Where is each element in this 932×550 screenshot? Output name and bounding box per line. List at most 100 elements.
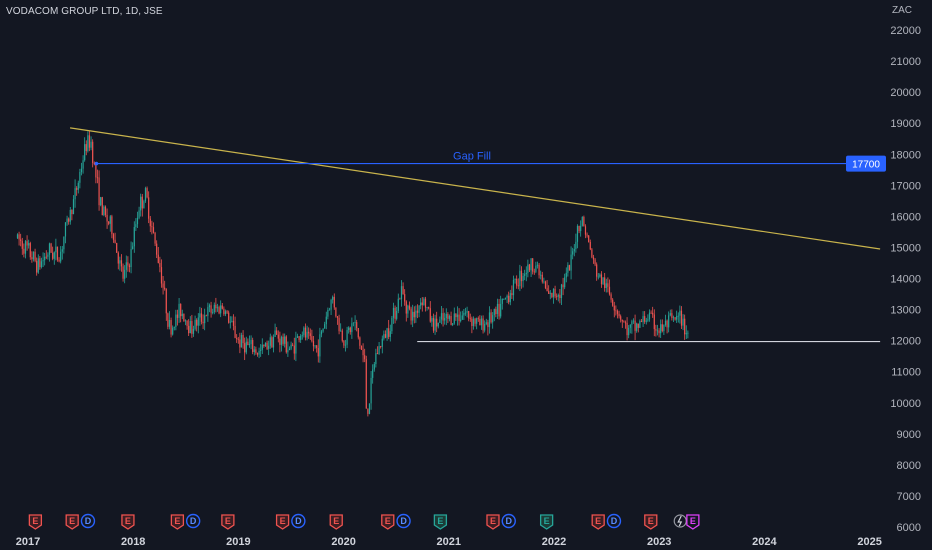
candle-body	[600, 274, 603, 285]
candle-body	[156, 243, 158, 255]
candle-body	[474, 318, 476, 324]
earnings-badge	[539, 514, 554, 530]
candle-body	[304, 327, 307, 338]
candle-body	[240, 335, 243, 348]
candle-body	[95, 164, 97, 178]
earnings-label: E	[690, 516, 696, 526]
candle-body	[124, 269, 126, 279]
candle-body	[23, 248, 25, 254]
candle-body	[272, 336, 275, 348]
candle-body	[607, 283, 609, 287]
dividend-event-icon: D	[396, 513, 411, 529]
candle-body	[578, 225, 580, 232]
candle-body	[376, 353, 379, 355]
earnings-event-icon: E	[65, 514, 79, 530]
y-tick-label: 12000	[890, 336, 921, 348]
candle-body	[344, 344, 347, 346]
candle-body	[621, 319, 623, 322]
candle-body	[528, 264, 531, 271]
candle-body	[207, 307, 209, 316]
candle-body	[567, 265, 569, 273]
candle-body	[536, 264, 539, 266]
candle-body	[375, 353, 377, 365]
dividend-label: D	[85, 516, 92, 526]
earnings-badge	[221, 514, 235, 530]
candle-body	[362, 349, 364, 356]
candle-body	[488, 312, 491, 328]
candle-body	[658, 330, 660, 334]
y-tick-label: 10000	[890, 398, 921, 410]
x-axis: 2017 2018 2019 2020 2021 2022 2023 2024 2025	[16, 536, 882, 548]
candle-body	[679, 310, 681, 316]
candle-body	[392, 307, 395, 318]
candle-body	[530, 258, 532, 271]
candle-body	[554, 288, 556, 297]
candle-body	[596, 264, 598, 277]
candle-body	[575, 241, 577, 249]
candle-body	[680, 310, 683, 326]
candle-body	[412, 311, 414, 321]
candle-body	[472, 318, 475, 327]
candle-body	[164, 287, 166, 290]
candle-body	[399, 298, 401, 300]
candle-body	[624, 322, 627, 324]
candle-body	[248, 344, 251, 346]
candle-body	[303, 327, 305, 336]
candle-body	[228, 312, 230, 323]
candle-body	[231, 320, 233, 322]
candle-body	[636, 323, 638, 331]
candle-body	[604, 277, 606, 288]
candle-body	[173, 326, 175, 328]
dividend-circle	[185, 513, 201, 529]
candles-layer	[16, 131, 689, 417]
candle-body	[469, 318, 471, 320]
candle-body	[298, 336, 300, 340]
candle-body	[132, 246, 134, 250]
earnings-badge	[28, 514, 43, 530]
candle-body	[562, 284, 564, 288]
candle-body	[301, 335, 303, 337]
candle-body	[642, 316, 644, 322]
candle-body	[255, 349, 257, 353]
candle-body	[559, 294, 561, 299]
candle-body	[666, 320, 668, 328]
candle-body	[373, 364, 375, 370]
candle-body	[565, 272, 567, 278]
candle-body	[300, 335, 302, 340]
candle-body	[264, 342, 267, 346]
earnings-label: E	[225, 516, 231, 526]
candle-body	[244, 343, 246, 353]
candle-body	[178, 303, 180, 318]
earnings-label: E	[437, 516, 443, 526]
candle-body	[205, 315, 207, 317]
candle-body	[501, 298, 503, 304]
candle-body	[159, 262, 161, 268]
y-tick-label: 15000	[890, 242, 921, 254]
candle-body	[460, 319, 462, 322]
candle-body	[394, 307, 396, 319]
earnings-label: E	[125, 516, 131, 526]
candle-body	[189, 321, 191, 334]
chart-title: VODACOM GROUP LTD, 1D, JSE	[6, 6, 163, 17]
dividend-label: D	[190, 516, 197, 526]
candle-body	[125, 262, 127, 270]
candle-body	[162, 283, 164, 288]
candle-body	[386, 328, 388, 338]
earnings-event-icon: E	[275, 514, 290, 530]
dividend-label: D	[295, 516, 302, 526]
candle-body	[480, 318, 483, 326]
candle-body	[277, 334, 279, 339]
y-axis: ZAC 22000 21000 20000 19000 18000 17000 16000 15…	[890, 5, 921, 534]
candle-body	[367, 408, 369, 414]
candle-body	[503, 298, 505, 300]
candle-body	[52, 252, 54, 259]
y-tick-label: 17000	[890, 180, 921, 192]
candle-body	[170, 319, 172, 335]
candle-body	[500, 303, 502, 317]
y-tick-label: 19000	[890, 118, 921, 130]
candle-body	[60, 251, 62, 262]
x-tick-label: 2021	[437, 536, 461, 548]
y-tick-label: 21000	[890, 56, 921, 68]
earnings-label: E	[69, 516, 75, 526]
